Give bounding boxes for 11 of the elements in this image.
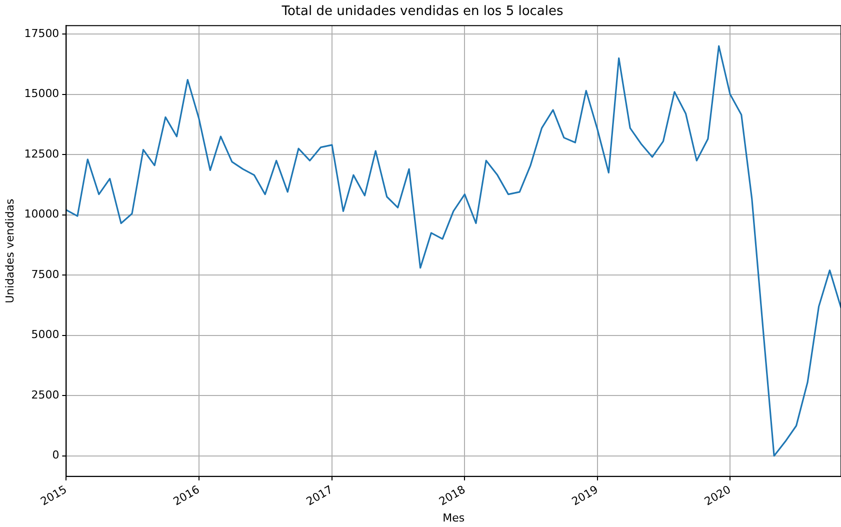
y-tick-label: 2500 (31, 388, 60, 402)
y-tick-label: 17500 (24, 26, 60, 40)
x-axis-title: Mes (442, 511, 465, 524)
chart-title: Total de unidades vendidas en los 5 locales (280, 4, 564, 20)
y-tick-label: 0 (52, 448, 60, 462)
y-axis-title: Unidades vendidas (3, 198, 16, 304)
y-tick-label: 5000 (31, 328, 60, 342)
y-tick-label: 15000 (24, 87, 60, 100)
y-tick-label: 12500 (24, 147, 60, 160)
y-tick-label: 7500 (31, 268, 60, 281)
y-tick-label: 10000 (24, 208, 60, 221)
